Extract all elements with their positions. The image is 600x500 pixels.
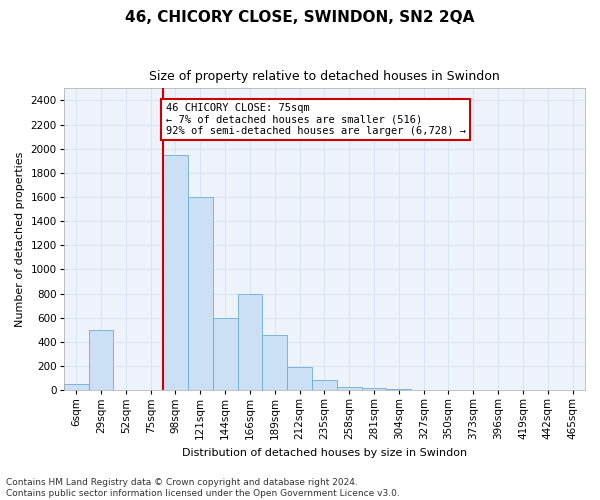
Bar [238, 294, 262, 390]
X-axis label: Distribution of detached houses by size in Swindon: Distribution of detached houses by size … [182, 448, 467, 458]
Bar [312, 380, 337, 390]
Bar [287, 366, 312, 390]
Title: Size of property relative to detached houses in Swindon: Size of property relative to detached ho… [149, 70, 500, 83]
Bar [188, 197, 212, 390]
Bar [337, 387, 362, 390]
Y-axis label: Number of detached properties: Number of detached properties [15, 152, 25, 327]
Bar [262, 334, 287, 390]
Bar [64, 384, 89, 390]
Text: Contains HM Land Registry data © Crown copyright and database right 2024.
Contai: Contains HM Land Registry data © Crown c… [6, 478, 400, 498]
Bar [212, 318, 238, 390]
Bar [362, 388, 386, 390]
Bar [89, 330, 113, 390]
Text: 46, CHICORY CLOSE, SWINDON, SN2 2QA: 46, CHICORY CLOSE, SWINDON, SN2 2QA [125, 10, 475, 25]
Text: 46 CHICORY CLOSE: 75sqm
← 7% of detached houses are smaller (516)
92% of semi-de: 46 CHICORY CLOSE: 75sqm ← 7% of detached… [166, 103, 466, 136]
Bar [163, 154, 188, 390]
